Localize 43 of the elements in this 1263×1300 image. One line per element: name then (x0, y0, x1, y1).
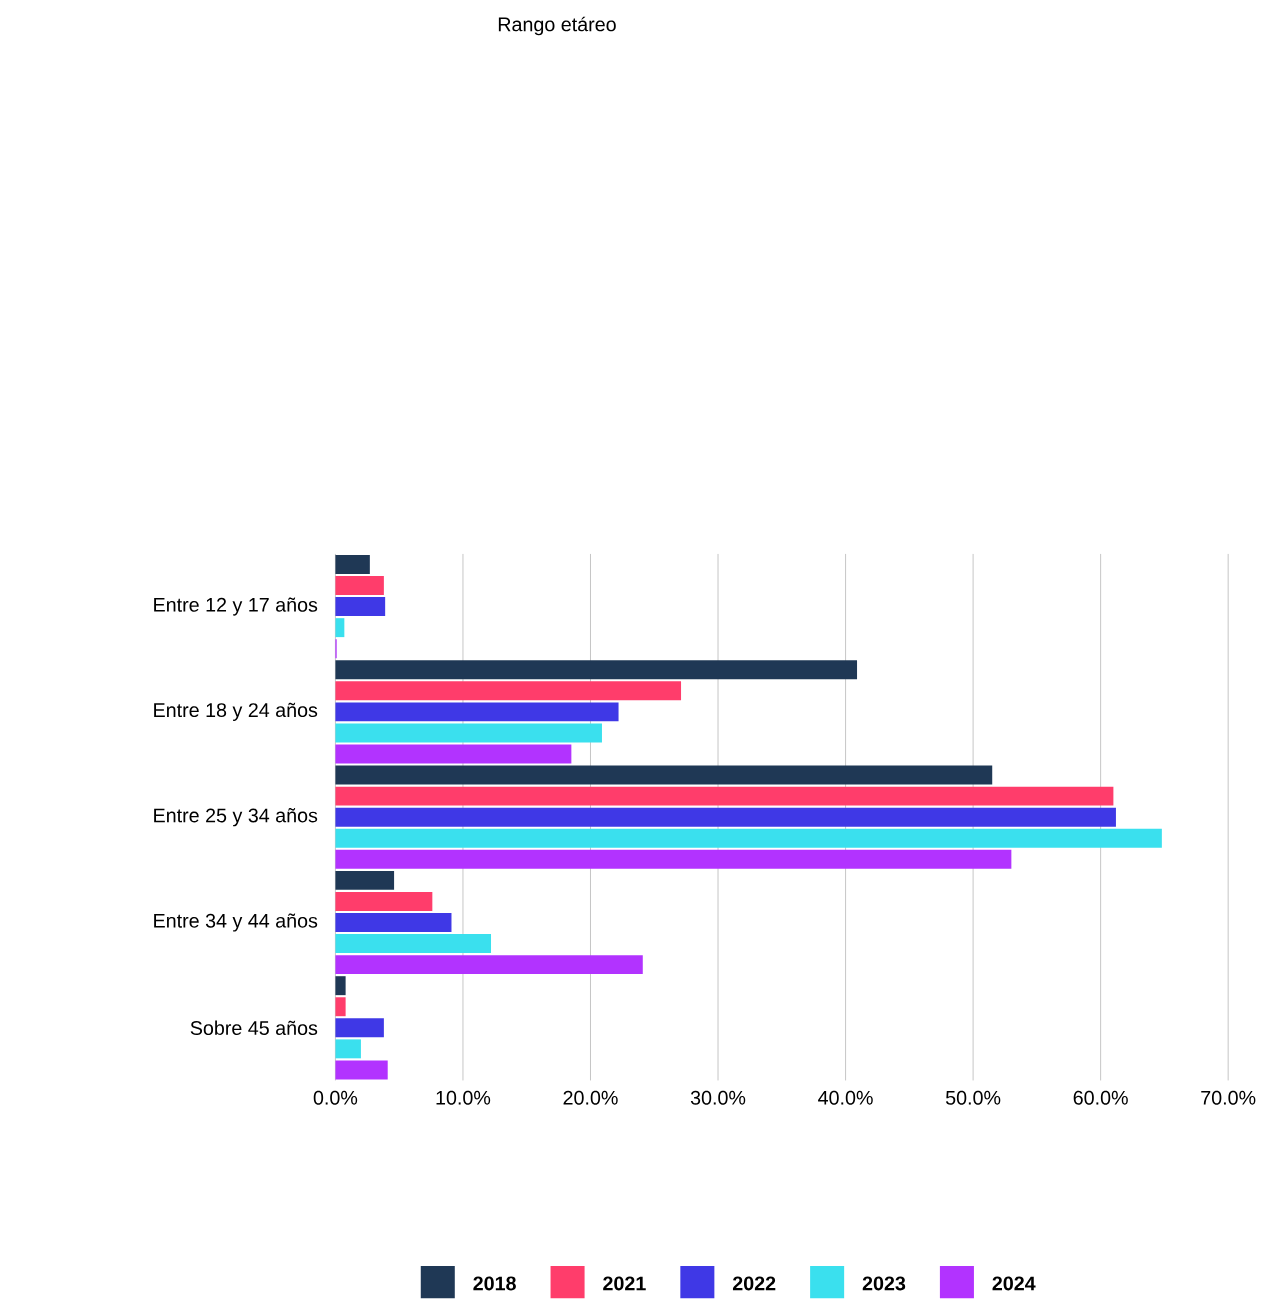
bar (335, 786, 1114, 806)
legend-label: 2021 (603, 1276, 646, 1291)
bar (335, 576, 385, 595)
bar (335, 723, 603, 743)
bar (335, 702, 619, 722)
bar (335, 870, 395, 890)
bar (335, 681, 682, 701)
bar (335, 597, 386, 617)
x-tick-label: 60.0% (1073, 1090, 1129, 1105)
bar (335, 1060, 388, 1080)
y-tick-label: Sobre 45 años (190, 1020, 318, 1036)
bar (335, 807, 1117, 827)
legend-label: 2023 (862, 1276, 906, 1291)
bar (335, 955, 643, 975)
x-tick-label: 0.0% (313, 1090, 358, 1105)
bar (335, 554, 371, 574)
bar (335, 828, 1163, 848)
bar (335, 891, 433, 911)
bar (335, 1018, 385, 1038)
bar (335, 849, 1012, 869)
x-tick-label: 70.0% (1201, 1090, 1256, 1105)
bar (335, 997, 346, 1017)
bar (335, 1039, 362, 1059)
y-tick-label: Entre 12 y 17 años (154, 597, 318, 616)
bar (335, 765, 993, 785)
bar (335, 660, 858, 680)
bar (335, 618, 345, 638)
legend-label: 2022 (733, 1276, 776, 1291)
chart-title: Rango etáreo (499, 16, 616, 36)
bar (335, 934, 492, 954)
x-tick-label: 10.0% (436, 1090, 491, 1105)
x-tick-label: 50.0% (946, 1090, 1001, 1105)
legend-label: 2024 (992, 1276, 1036, 1291)
legend-label: 2018 (473, 1276, 517, 1291)
bar (335, 744, 572, 764)
bar (335, 913, 452, 932)
y-tick-label: Entre 25 y 34 años (154, 808, 318, 827)
x-tick-label: 20.0% (563, 1090, 618, 1105)
y-tick-label: Entre 34 y 44 años (154, 913, 318, 932)
bar (335, 976, 346, 996)
y-tick-label: Entre 18 y 24 años (154, 702, 318, 721)
x-tick-label: 40.0% (818, 1090, 873, 1105)
x-tick-label: 30.0% (691, 1090, 746, 1105)
